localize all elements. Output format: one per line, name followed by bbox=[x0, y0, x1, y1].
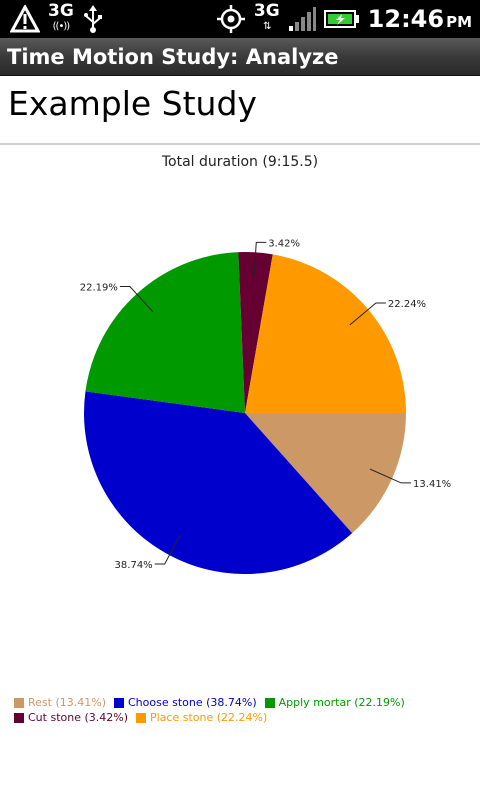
battery-charging-icon bbox=[323, 10, 359, 28]
gps-icon bbox=[216, 5, 245, 33]
legend-label: Place stone (22.24%) bbox=[150, 711, 268, 724]
legend-item: Apply mortar (22.19%) bbox=[264, 695, 405, 710]
slice-leader-line bbox=[154, 533, 182, 565]
legend-label: Choose stone (38.74%) bbox=[127, 696, 257, 709]
mobile-data-indicator: 3G ⇅ bbox=[254, 3, 280, 35]
pie-slice-place-stone bbox=[245, 254, 406, 413]
signal-icon bbox=[288, 7, 316, 31]
legend-row: Rest (13.41%) Choose stone (38.74%) Apply … bbox=[14, 695, 474, 710]
pie-slice-apply-mortar bbox=[85, 252, 246, 413]
slice-value-label: 38.74% bbox=[115, 560, 153, 571]
slice-leader-line bbox=[253, 241, 267, 277]
usb-icon bbox=[83, 5, 102, 33]
divider bbox=[0, 143, 480, 145]
chart-title: Total duration (9:15.5) bbox=[161, 154, 319, 170]
slice-leader-line bbox=[349, 302, 386, 326]
chart-legend: Rest (13.41%) Choose stone (38.74%) Apply … bbox=[14, 695, 474, 725]
legend-label: Apply mortar (22.19%) bbox=[278, 696, 405, 709]
pie-slice-rest bbox=[245, 413, 407, 534]
legend-item: Choose stone (38.74%) bbox=[113, 695, 257, 710]
data-arrows-icon: ⇅ bbox=[263, 21, 271, 32]
slice-value-label: 3.42% bbox=[268, 238, 300, 249]
legend-swatch bbox=[264, 697, 275, 708]
legend-swatch bbox=[136, 712, 146, 723]
slice-value-label: 22.19% bbox=[80, 283, 118, 294]
legend-swatch bbox=[14, 697, 24, 708]
clock-time: 12:46 bbox=[367, 5, 445, 33]
clock-ampm: PM bbox=[446, 13, 472, 31]
slice-leader-line bbox=[369, 468, 412, 484]
legend-item: Cut stone (3.42%) bbox=[14, 710, 128, 725]
study-title: Example Study bbox=[8, 84, 257, 123]
network-type-label: 3G bbox=[48, 1, 74, 21]
pie-slice-choose-stone bbox=[83, 391, 353, 574]
pie-chart: 13.41% 38.74% 22.19% 3.42% 22.24% bbox=[80, 238, 451, 574]
legend-item: Place stone (22.24%) bbox=[136, 710, 267, 725]
legend-label: Cut stone (3.42%) bbox=[28, 711, 128, 724]
legend-swatch bbox=[113, 697, 124, 708]
status-bar: 3G ((•)) 3G ⇅ bbox=[0, 0, 480, 38]
slice-leader-line bbox=[119, 286, 154, 313]
slice-value-label: 22.24% bbox=[388, 299, 426, 310]
network-3g-indicator: 3G ((•)) bbox=[48, 3, 74, 35]
legend-row: Cut stone (3.42%) Place stone (22.24%) bbox=[14, 710, 474, 725]
app-title-bar: Time Motion Study: Analyze bbox=[0, 38, 480, 76]
mobile-network-label: 3G bbox=[253, 1, 280, 21]
legend-label: Rest (13.41%) bbox=[28, 696, 106, 709]
pie-chart-area: Total duration (9:15.5) 13.41% 38.74% 22.1… bbox=[0, 146, 480, 746]
slice-value-label: 13.41% bbox=[413, 479, 451, 490]
wifi-tether-icon: ((•)) bbox=[52, 21, 71, 32]
legend-item: Rest (13.41%) bbox=[14, 695, 106, 710]
pie-slice-cut-stone bbox=[238, 252, 273, 413]
legend-swatch bbox=[14, 712, 24, 723]
warning-icon bbox=[10, 5, 40, 33]
clock: 12:46 PM bbox=[368, 5, 472, 33]
